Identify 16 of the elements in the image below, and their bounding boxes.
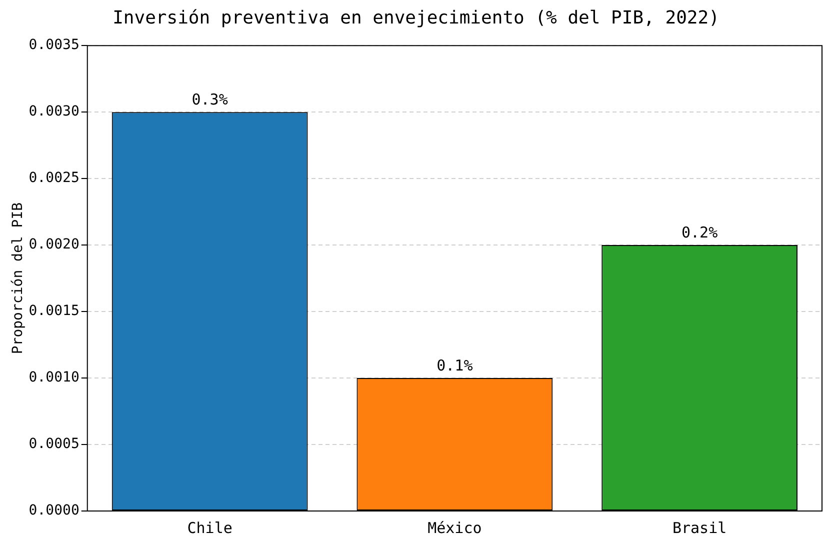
y-axis-title: Proporción del PIB [10,202,26,354]
chart-title: Inversión preventiva en envejecimiento (% del PIB, 2022) [112,7,720,28]
x-tick-label: Brasil [672,518,727,537]
text: 0.0030 [28,104,80,120]
text: 0.0005 [28,436,80,452]
x-tick-label: México [428,518,482,537]
text: 0.0000 [28,502,80,519]
text: 0.0020 [28,236,80,253]
text: 0.0010 [28,370,80,386]
text: 0.0025 [28,170,80,186]
x-tick-label: Chile [187,518,232,537]
text: 0.0035 [28,37,80,54]
data-label: 0.2% [682,223,718,242]
text: 0.0015 [28,303,80,320]
data-label: 0.1% [436,356,473,374]
data-label: 0.3% [192,90,228,108]
